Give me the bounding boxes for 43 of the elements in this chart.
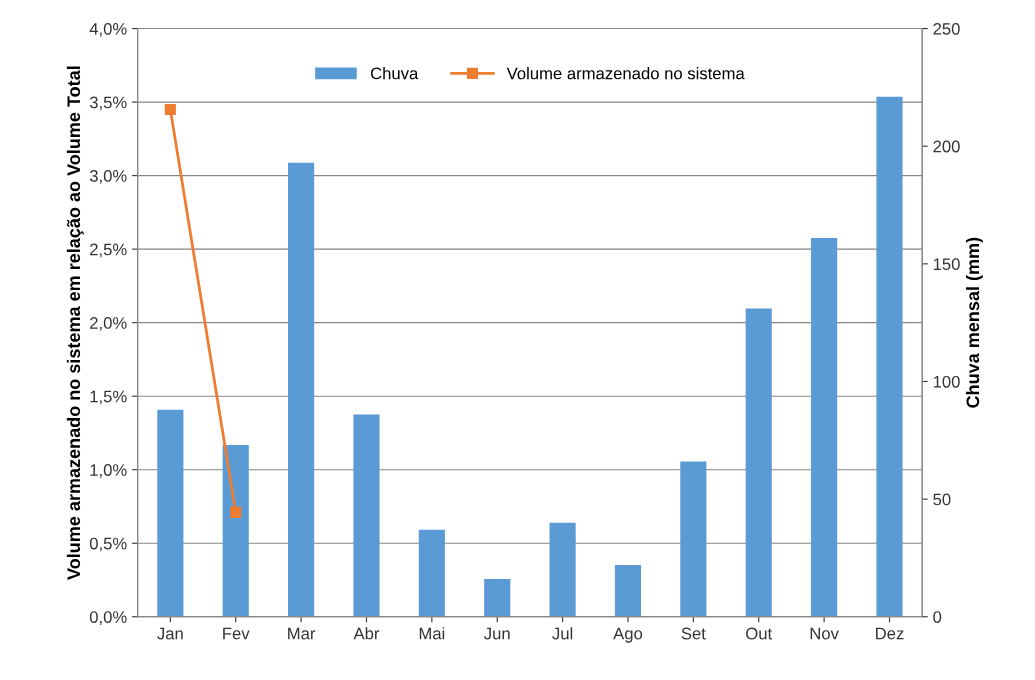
y-tick-label: 1,0% bbox=[90, 464, 127, 478]
x-tick-label: Dez bbox=[876, 627, 904, 640]
bar bbox=[745, 308, 772, 617]
y2-tick-label: 250 bbox=[933, 22, 960, 35]
x-tick-label: Jul bbox=[552, 627, 573, 640]
x-tick-label: Jan bbox=[157, 627, 183, 640]
y-tick-label: 2,5% bbox=[90, 243, 127, 258]
y2-tick-label: 50 bbox=[933, 493, 951, 506]
x-tick-label: Abr bbox=[353, 627, 380, 640]
y2-axis-title: Chuva mensal (mm) bbox=[965, 237, 983, 408]
x-tick-label: Ago bbox=[613, 627, 643, 643]
bar bbox=[353, 414, 380, 617]
bar bbox=[614, 565, 642, 617]
y-tick-label: 4,0% bbox=[89, 22, 127, 37]
x-tick-label: Set bbox=[681, 627, 706, 640]
y-tick-label: 1,5% bbox=[90, 390, 127, 405]
bar bbox=[484, 579, 511, 617]
x-tick-label: Fev bbox=[223, 627, 250, 640]
legend-label: Chuva bbox=[370, 67, 419, 80]
y-tick-label: 3,5% bbox=[89, 96, 127, 111]
bar bbox=[549, 522, 576, 617]
bar bbox=[288, 162, 315, 617]
bar bbox=[157, 409, 184, 617]
x-tick-label: Mar bbox=[288, 627, 316, 640]
y2-tick-label: 0 bbox=[933, 611, 942, 623]
x-tick-label: Nov bbox=[810, 627, 839, 640]
y-tick-label: 2,0% bbox=[90, 317, 127, 331]
x-tick-label: Jun bbox=[484, 627, 510, 640]
bar bbox=[680, 461, 707, 617]
bar bbox=[876, 96, 903, 617]
x-tick-label: Mai bbox=[419, 627, 445, 640]
bar bbox=[222, 445, 249, 617]
y-tick-label: 3,0% bbox=[89, 170, 127, 184]
y2-tick-label: 200 bbox=[933, 140, 960, 153]
bar bbox=[811, 237, 838, 617]
y-tick-label: 0,5% bbox=[89, 537, 127, 552]
bar bbox=[418, 529, 445, 617]
x-tick-label: Out bbox=[746, 627, 773, 640]
y-axis-title: Volume armazenado no sistema em relação ao Volume Total bbox=[66, 66, 84, 580]
legend-label: Volume armazenado no sistema bbox=[506, 67, 745, 80]
y-tick-label: 0,0% bbox=[89, 611, 127, 625]
y2-tick-label: 150 bbox=[933, 258, 960, 271]
y2-tick-label: 100 bbox=[933, 375, 960, 388]
